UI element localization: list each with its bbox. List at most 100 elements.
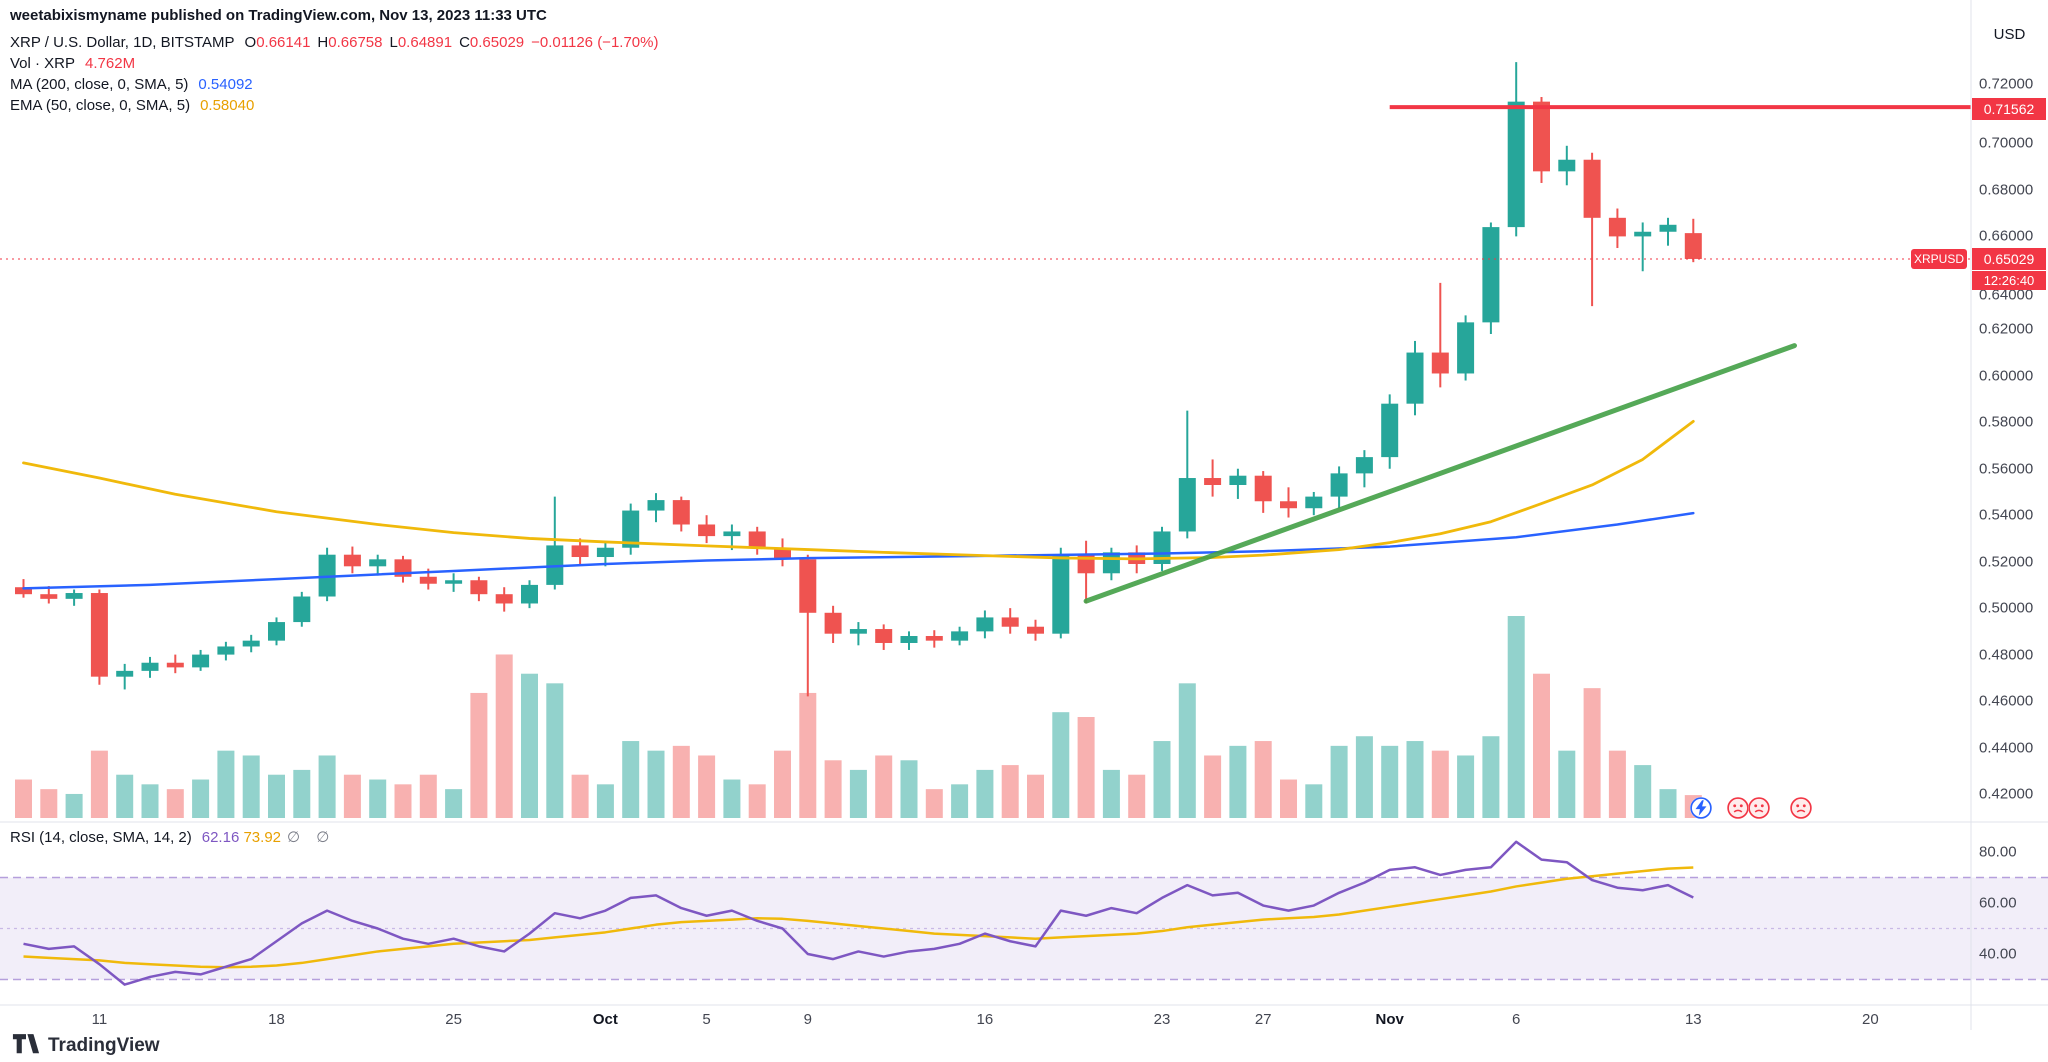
candle-body	[1659, 224, 1677, 232]
price-axis-label: 0.66000	[1979, 227, 2034, 245]
candle-body	[445, 580, 463, 584]
volume-bar	[1280, 779, 1297, 818]
candle-body	[571, 545, 589, 558]
volume-bar	[1052, 712, 1070, 818]
ma-label[interactable]: MA (200, close, 0, SMA, 5)	[10, 76, 189, 93]
price-axis[interactable]: USD 0.72000 0.70000 0.68000 0.66000 0.64000 0…	[1971, 0, 2048, 1030]
symbol-title[interactable]: XRP / U.S. Dollar, 1D, BITSTAMP	[10, 34, 235, 51]
time-axis-label: 20	[1862, 1011, 1879, 1028]
volume-bar	[293, 769, 311, 818]
emoji-reaction-icon[interactable]	[1748, 797, 1770, 819]
candle-body	[1381, 403, 1399, 458]
volume-bar	[1001, 765, 1019, 818]
ohlc-close: C0.65029	[459, 34, 525, 51]
candle-body	[15, 587, 32, 595]
time-axis-label: 6	[1512, 1011, 1521, 1028]
rsi-value: 62.16	[201, 829, 240, 846]
change-value: −0.01126 (−1.70%)	[531, 34, 659, 51]
volume-bar	[799, 692, 817, 818]
volume-bar	[116, 774, 134, 818]
candle-body	[40, 594, 58, 599]
candle-body	[1684, 233, 1702, 259]
candle-body	[1608, 217, 1626, 237]
price-axis-label: 0.62000	[1979, 320, 2034, 338]
last-price-label: 0.65029	[1972, 248, 2046, 270]
volume-bar	[1355, 736, 1373, 818]
candle-body	[1634, 231, 1652, 237]
volume-bar	[1102, 769, 1120, 818]
volume-bar	[1178, 683, 1196, 818]
volume-bar	[394, 784, 412, 818]
volume-bar	[15, 779, 32, 818]
candle-body	[1457, 322, 1475, 374]
volume-bar	[1153, 741, 1171, 818]
candle-body	[748, 531, 766, 548]
trend-line[interactable]	[1083, 343, 1797, 604]
volume-bar	[1204, 755, 1222, 818]
price-axis-label: 0.72000	[1979, 75, 2034, 93]
volume-bar	[242, 755, 260, 818]
resistance-price-label: 0.71562	[1972, 98, 2046, 120]
rsi-label[interactable]: RSI (14, close, SMA, 14, 2)	[10, 829, 192, 846]
volume-bar	[824, 760, 842, 818]
rsi-ma-value: 73.92	[243, 829, 282, 846]
volume-label[interactable]: Vol · XRP	[10, 55, 76, 72]
price-axis-label: 0.64000	[1979, 286, 2034, 304]
rsi-ma-line	[23, 866, 1694, 969]
tradingview-wordmark[interactable]: TradingView	[48, 1035, 160, 1056]
volume-bar	[166, 789, 184, 818]
candle-body	[1153, 531, 1171, 564]
ohlc-open: O0.66141	[244, 34, 311, 51]
rsi-legend: RSI (14, close, SMA, 14, 2) 62.16 73.92 ∅ …	[10, 828, 335, 846]
rsi-band	[0, 877, 2048, 980]
volume-bar	[1229, 745, 1247, 818]
volume-bar	[141, 784, 159, 818]
emoji-reaction-icon[interactable]	[1727, 797, 1749, 819]
candle-body	[723, 531, 741, 537]
candle-body	[622, 510, 640, 548]
volume-bar	[723, 779, 741, 818]
time-axis-label: 27	[1254, 1011, 1272, 1028]
candle-body	[166, 662, 184, 668]
time-axis-label: 25	[445, 1011, 462, 1028]
emoji-reaction-icon[interactable]	[1790, 797, 1812, 819]
price-axis-label: 0.54000	[1979, 506, 2034, 524]
volume-bar	[647, 750, 665, 818]
lightning-reaction-icon[interactable]	[1690, 797, 1712, 819]
price-axis-label: 0.42000	[1979, 785, 2034, 803]
candle-body	[672, 500, 690, 525]
publish-header: weetabixismyname published on TradingVie…	[10, 7, 547, 24]
volume-bar	[1406, 741, 1424, 818]
candle-body	[1254, 475, 1272, 502]
volume-bar	[925, 789, 943, 818]
price-axis-label: 0.44000	[1979, 739, 2034, 757]
ema-label[interactable]: EMA (50, close, 0, SMA, 5)	[10, 97, 191, 114]
candle-body	[1533, 101, 1550, 172]
tradingview-logo-icon[interactable]	[12, 1032, 40, 1060]
candle-body	[875, 629, 893, 643]
price-axis-label: 0.70000	[1979, 134, 2034, 152]
volume-bar	[774, 750, 791, 818]
candle-body	[419, 576, 437, 584]
volume-bar	[976, 769, 994, 818]
candle-body	[849, 629, 867, 634]
candle-body	[1431, 352, 1449, 374]
candle-body	[1507, 101, 1525, 228]
candle-body	[925, 636, 943, 641]
price-axis-label: 0.56000	[1979, 460, 2034, 478]
ema-legend: EMA (50, close, 0, SMA, 5) 0.58040	[10, 97, 254, 114]
volume-bar	[1077, 717, 1095, 818]
candle-body	[1052, 554, 1070, 634]
volume-bar	[1558, 750, 1576, 818]
time-axis[interactable]: 11 18 25 Oct 5 9 16 23 27 Nov 6 13 20	[0, 1005, 2048, 1033]
volume-bar	[268, 774, 285, 818]
time-axis-label: Oct	[592, 1011, 618, 1028]
volume-bar	[1128, 774, 1146, 818]
volume-bar	[698, 755, 716, 818]
ohlc-low: L0.64891	[389, 34, 453, 51]
price-axis-label: 0.48000	[1979, 646, 2034, 664]
volume-bar	[849, 769, 867, 818]
price-axis-label: 0.60000	[1979, 367, 2034, 385]
